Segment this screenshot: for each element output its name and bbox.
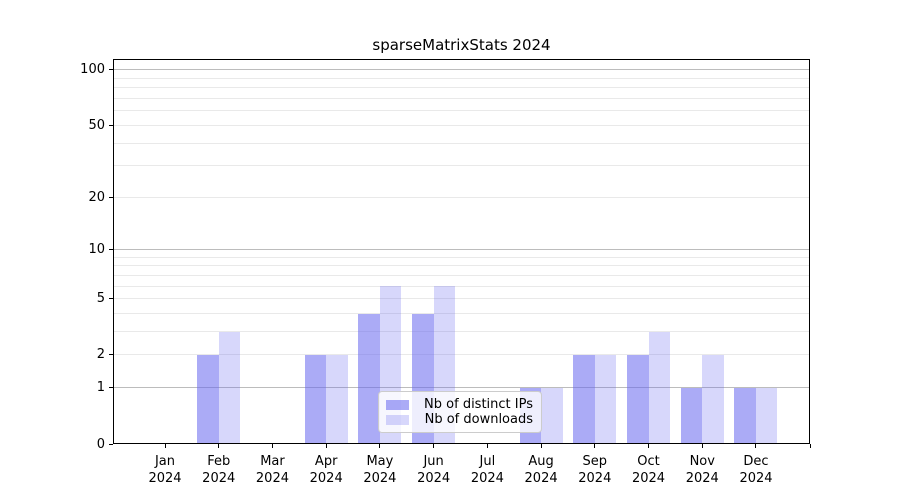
bar-distinct-ips-dec [734, 387, 756, 444]
grid-line-minor [114, 110, 809, 112]
grid-line-minor [114, 124, 809, 126]
legend-item-distinct-ips: Nb of distinct IPs [386, 397, 533, 412]
bar-distinct-ips-nov [680, 387, 703, 444]
y-tick-mark [109, 196, 113, 198]
x-tick-label: Mar 2024 [255, 454, 289, 486]
bar-downloads-aug [541, 387, 563, 444]
bar-downloads-oct [648, 331, 671, 444]
grid-line-minor [114, 87, 809, 89]
y-tick-label: 2 [96, 347, 105, 363]
grid-line-minor [114, 256, 809, 258]
grid-line-minor [114, 196, 809, 198]
y-tick-label: 5 [96, 291, 105, 307]
legend-swatch-distinct-ips-icon [386, 399, 409, 410]
y-tick-mark [109, 69, 113, 71]
y-tick-mark [109, 249, 113, 251]
bar-downloads-apr [326, 354, 348, 444]
y-tick-label: 0 [96, 436, 105, 452]
grid-line-minor [114, 165, 809, 167]
bar-distinct-ips-feb [197, 354, 219, 444]
legend-label-distinct-ips: Nb of distinct IPs [424, 397, 533, 412]
x-tick-label: Oct 2024 [631, 454, 666, 486]
y-tick-label: 20 [88, 189, 105, 205]
grid-line-minor [114, 98, 809, 100]
x-tick-mark [379, 444, 381, 448]
x-tick-mark [540, 444, 542, 448]
grid-line-minor [114, 331, 809, 333]
legend: Nb of distinct IPs Nb of downloads [378, 391, 542, 433]
grid-line-minor [114, 142, 809, 144]
y-tick-mark [109, 124, 113, 126]
y-tick-mark [109, 354, 113, 356]
x-tick-mark-edge [809, 444, 811, 448]
x-tick-label: Jan 2024 [148, 454, 182, 486]
grid-line-minor [114, 313, 809, 315]
x-tick-mark [271, 444, 273, 448]
y-tick-label: 1 [96, 380, 105, 396]
bar-distinct-ips-oct [627, 354, 649, 444]
grid-line-major [114, 249, 809, 251]
x-tick-label: May 2024 [363, 454, 397, 486]
x-tick-mark [755, 444, 757, 448]
bar-distinct-ips-sep [573, 354, 595, 444]
x-tick-label: Apr 2024 [309, 454, 343, 486]
y-tick-mark [109, 387, 113, 389]
x-tick-label: Dec 2024 [739, 454, 773, 486]
x-tick-mark [218, 444, 220, 448]
y-tick-label: 100 [80, 62, 105, 78]
x-tick-label: Nov 2024 [685, 454, 719, 486]
bar-downloads-sep [594, 354, 617, 444]
y-tick-mark [109, 443, 113, 445]
x-tick-mark [486, 444, 488, 448]
x-tick-label: Jun 2024 [417, 454, 451, 486]
x-tick-mark [325, 444, 327, 448]
x-tick-mark [648, 444, 650, 448]
x-tick-label: Aug 2024 [524, 454, 558, 486]
y-tick-label: 10 [88, 242, 105, 258]
grid-line-minor [114, 77, 809, 79]
x-tick-label: Feb 2024 [202, 454, 236, 486]
grid-line-minor [114, 354, 809, 356]
grid-line-minor [114, 298, 809, 300]
x-tick-mark [701, 444, 703, 448]
chart-title: sparseMatrixStats 2024 [372, 36, 551, 54]
legend-swatch-downloads-icon [386, 414, 409, 425]
bar-distinct-ips-may [358, 313, 380, 444]
x-tick-mark [433, 444, 435, 448]
bar-downloads-nov [702, 354, 724, 444]
x-tick-mark [164, 444, 166, 448]
legend-label-downloads: Nb of downloads [424, 412, 533, 427]
bar-downloads-feb [218, 331, 241, 444]
y-tick-label: 50 [88, 117, 105, 133]
y-tick-mark [109, 298, 113, 300]
grid-line-minor [114, 265, 809, 267]
grid-line-minor [114, 285, 809, 287]
grid-line-minor [114, 274, 809, 276]
grid-line-major [114, 387, 809, 389]
legend-item-downloads: Nb of downloads [386, 412, 533, 427]
x-tick-label: Sep 2024 [578, 454, 612, 486]
bar-downloads-dec [755, 387, 778, 444]
x-tick-label: Jul 2024 [470, 454, 504, 486]
x-tick-mark [594, 444, 596, 448]
bar-distinct-ips-apr [304, 354, 327, 444]
grid-line-major [114, 69, 809, 71]
